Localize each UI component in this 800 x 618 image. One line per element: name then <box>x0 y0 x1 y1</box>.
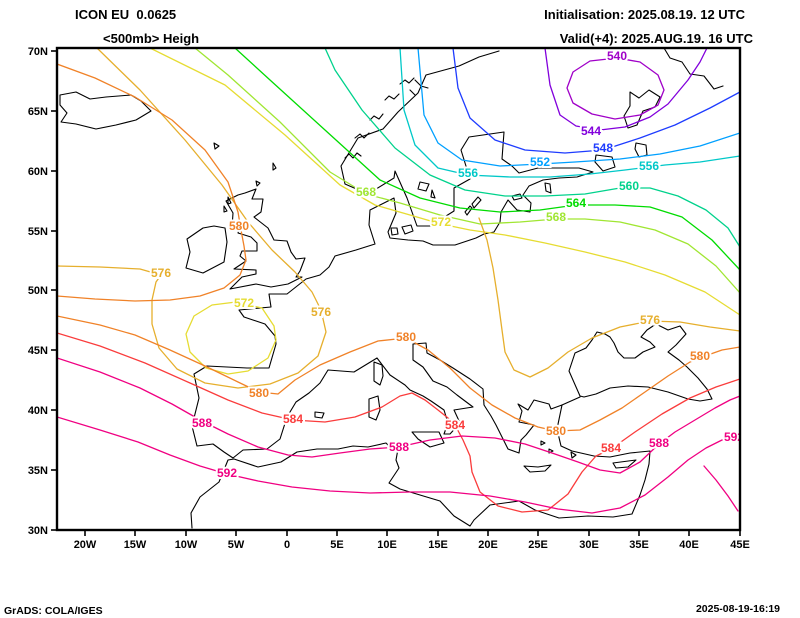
lon-tick-label: 5W <box>228 539 245 551</box>
lon-tick-label: 0 <box>284 539 290 551</box>
contour-line-572 <box>149 48 740 316</box>
lat-tick-label: 30N <box>28 525 48 537</box>
contour-label-576: 576 <box>640 313 660 327</box>
lat-tick-label: 55N <box>28 226 48 238</box>
lat-tick-label: 35N <box>28 465 48 477</box>
contour-label-580: 580 <box>690 349 710 363</box>
map-frame <box>55 46 742 532</box>
coastlines <box>59 48 724 529</box>
contour-line-592 <box>57 416 740 514</box>
coastline-great-britain <box>225 188 306 290</box>
norway-fjords <box>344 77 429 159</box>
contour-line-544 <box>544 48 708 131</box>
lon-tick-label: 40E <box>679 539 699 551</box>
contour-line-592 <box>703 465 739 512</box>
lat-tick-label: 65N <box>28 106 48 118</box>
contour-line-588 <box>57 357 740 474</box>
contour-label-564: 564 <box>566 196 586 210</box>
lat-tick-label: 45N <box>28 345 48 357</box>
contour-label-556: 556 <box>639 159 659 173</box>
contour-label-576: 576 <box>311 305 331 319</box>
contour-label-588: 588 <box>192 416 212 430</box>
contour-label-568: 568 <box>546 210 566 224</box>
contour-line-568 <box>194 48 740 294</box>
contour-line-552 <box>417 48 740 167</box>
lon-tick-label: 25E <box>528 539 548 551</box>
coastline-iceland <box>59 91 152 130</box>
contour-label-580: 580 <box>229 219 249 233</box>
contour-line-564 <box>234 48 740 271</box>
lon-tick-label: 20E <box>478 539 498 551</box>
title-valid: Valid(+4): 2025.AUG.19. 16 UTC <box>560 31 754 46</box>
lon-tick-label: 15W <box>124 539 147 551</box>
contour-label-588: 588 <box>649 436 669 450</box>
contour-label-540: 540 <box>607 49 627 63</box>
title-field: <500mb> Heigh <box>103 31 199 46</box>
contour-line-560 <box>324 48 740 248</box>
coastline-white-sea <box>623 48 724 129</box>
contour-line-556 <box>399 48 740 178</box>
coastline-black-sea <box>561 323 713 406</box>
lat-tick-label: 40N <box>28 405 48 417</box>
contour-label-572: 572 <box>431 215 451 229</box>
contour-label-584: 584 <box>601 441 621 455</box>
title-model: ICON EU 0.0625 <box>75 7 176 22</box>
coastline-ireland <box>185 225 228 274</box>
lat-tick-label: 70N <box>28 46 48 58</box>
lon-tick-label: 35E <box>629 539 649 551</box>
contour-line-548 <box>452 48 740 154</box>
lon-tick-label: 10E <box>377 539 397 551</box>
contour-label-576: 576 <box>151 266 171 280</box>
contour-line-580 <box>57 315 740 432</box>
contour-label-580: 580 <box>249 386 269 400</box>
contour-label-544: 544 <box>581 124 601 138</box>
title-initialisation: Initialisation: 2025.08.19. 12 UTC <box>544 7 745 22</box>
footer-timestamp: 2025-08-19-16:19 <box>696 603 780 615</box>
contour-line-580 <box>57 63 247 302</box>
contour-label-572: 572 <box>234 296 254 310</box>
contour-label-584: 584 <box>283 412 303 426</box>
contour-label-568: 568 <box>356 185 376 199</box>
contour-line-576 <box>57 48 327 389</box>
lon-tick-label: 5E <box>330 539 343 551</box>
lon-tick-label: 15E <box>428 539 448 551</box>
contour-lines <box>57 48 740 514</box>
contour-line-584 <box>57 332 740 513</box>
lon-tick-label: 45E <box>730 539 750 551</box>
contour-label-584: 584 <box>445 418 465 432</box>
lon-tick-label: 30E <box>579 539 599 551</box>
lat-tick-label: 50N <box>28 285 48 297</box>
contour-line-572 <box>185 301 277 375</box>
contour-label-556: 556 <box>458 166 478 180</box>
contour-label-588: 588 <box>389 440 409 454</box>
coastline-europe-africa <box>190 50 651 529</box>
contour-line-540 <box>566 57 665 120</box>
contour-line-576 <box>478 217 740 378</box>
contour-label-580: 580 <box>396 330 416 344</box>
contour-label-548: 548 <box>593 141 613 155</box>
contour-label-560: 560 <box>619 179 639 193</box>
lon-tick-label: 10W <box>175 539 198 551</box>
contour-label-552: 552 <box>530 155 550 169</box>
contour-label-580: 580 <box>546 424 566 438</box>
contour-label-592: 592 <box>724 430 744 444</box>
islands-and-lakes <box>213 142 648 473</box>
contour-label-592: 592 <box>217 466 237 480</box>
lat-tick-label: 60N <box>28 166 48 178</box>
footer-grads-credit: GrADS: COLA/IGES <box>4 605 103 617</box>
lon-tick-label: 20W <box>74 539 97 551</box>
